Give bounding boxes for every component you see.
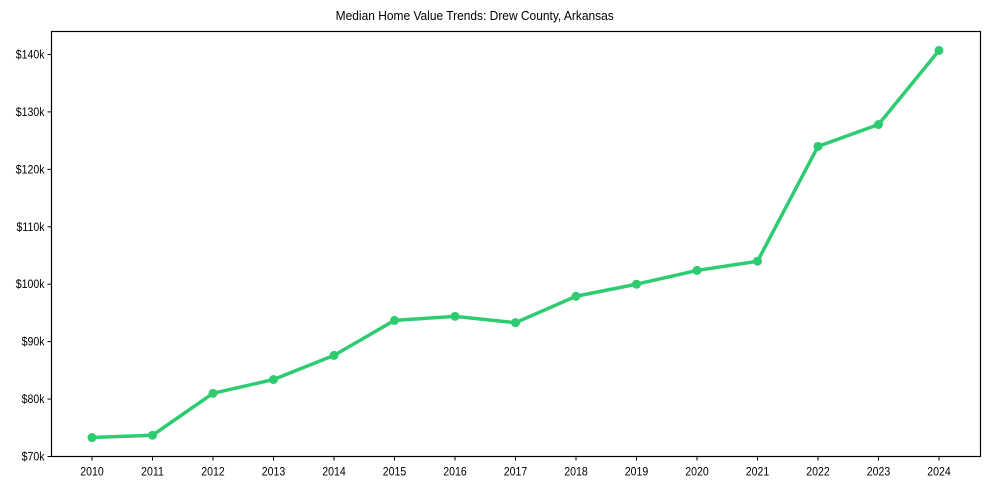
y-tick-label: $70k [22, 451, 45, 464]
y-axis: $70k $80k $90k $100k $110k $120k $130k $140k [16, 49, 52, 464]
y-tick-label: $140k [16, 49, 45, 62]
data-point-marker [753, 256, 762, 266]
data-point-marker [934, 45, 944, 55]
data-point-marker [813, 141, 823, 151]
x-tick-label: 2019 [625, 466, 648, 479]
data-point-marker [329, 350, 339, 360]
data-point-marker [511, 318, 520, 328]
plot-area-frame [50, 30, 982, 458]
y-tick-label: $90k [22, 336, 45, 349]
x-tick-label: 2011 [141, 466, 164, 479]
x-tick-label: 2010 [80, 466, 103, 479]
data-point-marker [208, 388, 218, 398]
y-tick-label: $110k [17, 221, 45, 234]
x-tick-label: 2021 [746, 466, 769, 479]
data-point-marker [390, 315, 399, 325]
data-point-marker [87, 433, 97, 443]
x-tick-label: 2020 [685, 466, 708, 479]
y-tick-label: $80k [22, 394, 45, 407]
data-point-marker [148, 430, 157, 440]
x-tick-label: 2023 [867, 466, 890, 479]
y-tick-label: $100k [16, 279, 45, 292]
x-tick-label: 2016 [443, 466, 466, 479]
x-tick-label: 2018 [564, 466, 587, 479]
series-line [90, 48, 941, 440]
data-point-marker [571, 291, 581, 301]
y-tick-label: $120k [16, 164, 45, 177]
data-point-marker [874, 120, 883, 130]
data-point-marker [269, 375, 278, 385]
chart-title: Median Home Value Trends: Drew County, A… [335, 8, 614, 23]
y-tick-label: $130k [16, 106, 45, 119]
x-tick-label: 2017 [504, 466, 527, 479]
data-point-marker [450, 311, 460, 321]
x-tick-label: 2015 [383, 466, 406, 479]
x-tick-label: 2024 [927, 466, 950, 479]
data-series [87, 45, 944, 443]
x-axis: 2010 2011 2012 2013 2014 2015 2016 2017 2018 2019… [80, 456, 951, 479]
x-tick-label: 2014 [322, 466, 345, 479]
x-tick-label: 2012 [201, 466, 224, 479]
x-tick-label: 2013 [262, 466, 285, 479]
data-point-marker [692, 265, 702, 275]
x-tick-label: 2022 [806, 466, 829, 479]
data-point-marker [632, 279, 641, 289]
